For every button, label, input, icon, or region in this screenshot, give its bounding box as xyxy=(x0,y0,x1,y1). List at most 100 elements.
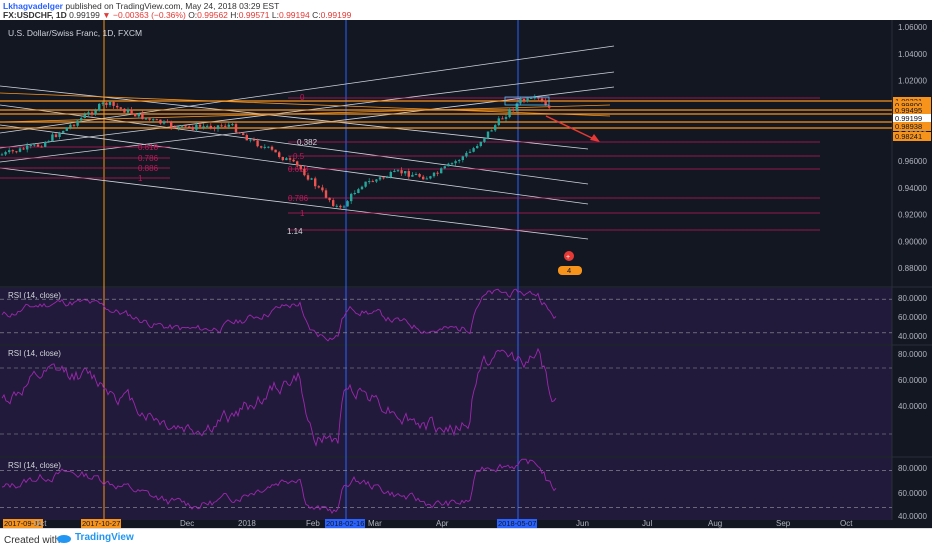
candle xyxy=(296,160,299,168)
candle xyxy=(134,113,137,117)
candle xyxy=(314,176,317,190)
candle xyxy=(260,145,263,149)
time-tick: Aug xyxy=(708,519,722,528)
rsi-line xyxy=(1,288,557,342)
username-link[interactable]: Lkhagvadelger xyxy=(3,1,63,11)
candle xyxy=(15,151,18,154)
candle xyxy=(443,165,446,170)
candle xyxy=(450,162,454,167)
rsi-tick: 60.0000 xyxy=(898,489,927,498)
candle xyxy=(479,141,482,148)
candle xyxy=(105,101,108,108)
time-tick: 2017-10-27 xyxy=(81,519,121,528)
candle xyxy=(414,172,418,176)
candle xyxy=(292,158,295,163)
candle xyxy=(404,171,407,176)
fib-label: 0.618 xyxy=(288,165,309,174)
candle xyxy=(4,150,7,156)
candle xyxy=(501,116,504,120)
candle xyxy=(177,126,180,131)
candle xyxy=(540,96,544,103)
candle xyxy=(378,176,382,182)
candle xyxy=(130,107,133,115)
candle xyxy=(339,204,342,210)
candle xyxy=(278,150,281,159)
candle xyxy=(188,125,191,129)
rsi-label: RSI (14, close) xyxy=(8,291,61,300)
candle xyxy=(47,139,50,143)
candle xyxy=(324,188,328,199)
candle xyxy=(209,123,212,130)
price-tick: 1.06000 xyxy=(898,23,927,32)
price-tags: 1.003210.998000.994950.991990.989380.982… xyxy=(893,97,931,141)
candle xyxy=(116,103,119,110)
chart-canvas[interactable]: 0.382 0.5 0.618 0.786 1 1.14 0.618 0.786… xyxy=(0,20,932,528)
high-value: 0.99571 xyxy=(238,10,270,20)
highlight-box[interactable] xyxy=(504,96,550,106)
open-label: O: xyxy=(188,10,198,20)
candle xyxy=(58,131,61,140)
candle xyxy=(436,171,439,177)
candle xyxy=(216,125,220,132)
cloud-icon xyxy=(57,534,71,543)
candle xyxy=(263,144,266,150)
candle xyxy=(407,168,410,179)
time-tick: Oct xyxy=(34,519,47,528)
time-tick: 2018-02-16 xyxy=(325,519,365,528)
candle xyxy=(206,124,209,129)
candle xyxy=(393,168,396,173)
candle xyxy=(281,156,284,162)
time-tick: Jun xyxy=(576,519,589,528)
candle xyxy=(357,187,360,194)
badge-count: 4 xyxy=(567,266,571,275)
event-badge[interactable]: + 4 xyxy=(558,251,582,275)
candle xyxy=(371,179,374,183)
candle xyxy=(368,178,371,185)
candlestick-series[interactable] xyxy=(0,94,551,210)
candle xyxy=(112,101,115,109)
candle xyxy=(44,140,47,148)
price-tag: 0.99199 xyxy=(893,114,931,123)
projection-arrow[interactable] xyxy=(545,115,600,142)
candle xyxy=(440,167,443,174)
symbol-label: FX:USDCHF, 1D xyxy=(3,10,67,20)
candle xyxy=(220,123,223,128)
candle xyxy=(80,116,83,122)
candle xyxy=(170,120,173,130)
rsi-tick: 40.0000 xyxy=(898,402,927,411)
price-tick: 0.92000 xyxy=(898,211,927,220)
candle xyxy=(33,143,36,147)
svg-text:0.99800: 0.99800 xyxy=(895,101,922,110)
candle xyxy=(166,119,169,124)
candle xyxy=(382,176,385,180)
last-price: 0.99199 xyxy=(69,10,100,20)
svg-text:0.99199: 0.99199 xyxy=(895,114,922,123)
candle xyxy=(224,123,227,129)
rsi-tick: 80.0000 xyxy=(898,464,927,473)
candle xyxy=(468,149,472,154)
candle xyxy=(490,129,493,132)
candle xyxy=(18,146,22,153)
candle xyxy=(11,149,14,154)
rsi-pane-3-bg xyxy=(0,458,892,520)
chart-area[interactable]: 0.382 0.5 0.618 0.786 1 1.14 0.618 0.786… xyxy=(0,20,932,528)
candle xyxy=(350,192,353,204)
candle xyxy=(522,97,526,104)
price-tick: 0.90000 xyxy=(898,237,927,246)
rsi-panes[interactable]: RSI (14, close) 80.0000 60.0000 40.0000 RSI … xyxy=(0,288,927,521)
tradingview-logo[interactable]: TradingView xyxy=(56,532,134,543)
candle xyxy=(155,118,158,121)
close-value: 0.99199 xyxy=(320,10,352,20)
fib-label: 0.5 xyxy=(293,152,305,161)
fib-retracement[interactable] xyxy=(0,97,820,231)
candle xyxy=(364,181,367,188)
published-text: published on TradingView.com, May 24, 20… xyxy=(65,1,280,11)
rsi-label: RSI (14, close) xyxy=(8,461,61,470)
publish-info: Lkhagvadelger published on TradingView.c… xyxy=(3,1,279,11)
candle xyxy=(195,122,198,132)
candle xyxy=(76,119,79,129)
candle xyxy=(317,185,320,189)
candle xyxy=(54,133,58,138)
support-resistance-lines[interactable] xyxy=(0,92,892,129)
low-label: L: xyxy=(271,10,279,20)
